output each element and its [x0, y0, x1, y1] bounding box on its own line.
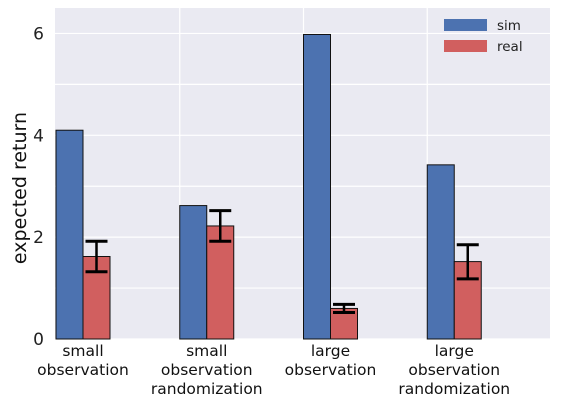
y-tick-label: 6	[33, 24, 44, 44]
y-tick-label: 0	[33, 330, 44, 350]
x-category-label: large observation randomization	[398, 342, 510, 398]
legend-swatch-sim	[444, 19, 487, 31]
bar-sim	[55, 129, 84, 340]
y-tick-labels: 0 2 4 6	[33, 24, 44, 350]
legend-label-sim: sim	[497, 18, 521, 34]
legend-swatch-real	[444, 40, 487, 52]
legend: sim real	[444, 18, 523, 55]
x-category-label: small observation randomization	[151, 342, 263, 398]
bar-real	[206, 225, 235, 340]
bar-sim	[303, 33, 331, 340]
y-tick-label: 4	[33, 126, 44, 146]
legend-label-real: real	[497, 39, 523, 55]
x-category-labels: small observation small observation randomiz…	[37, 342, 510, 398]
bars	[55, 33, 482, 340]
error-bars	[85, 209, 479, 315]
x-category-label: large observation	[285, 342, 377, 379]
y-tick-label: 2	[33, 228, 44, 248]
x-category-label: small observation	[37, 342, 129, 379]
y-axis-title: expected return	[9, 112, 31, 264]
bar-sim	[426, 164, 455, 340]
bar-sim	[179, 205, 208, 340]
